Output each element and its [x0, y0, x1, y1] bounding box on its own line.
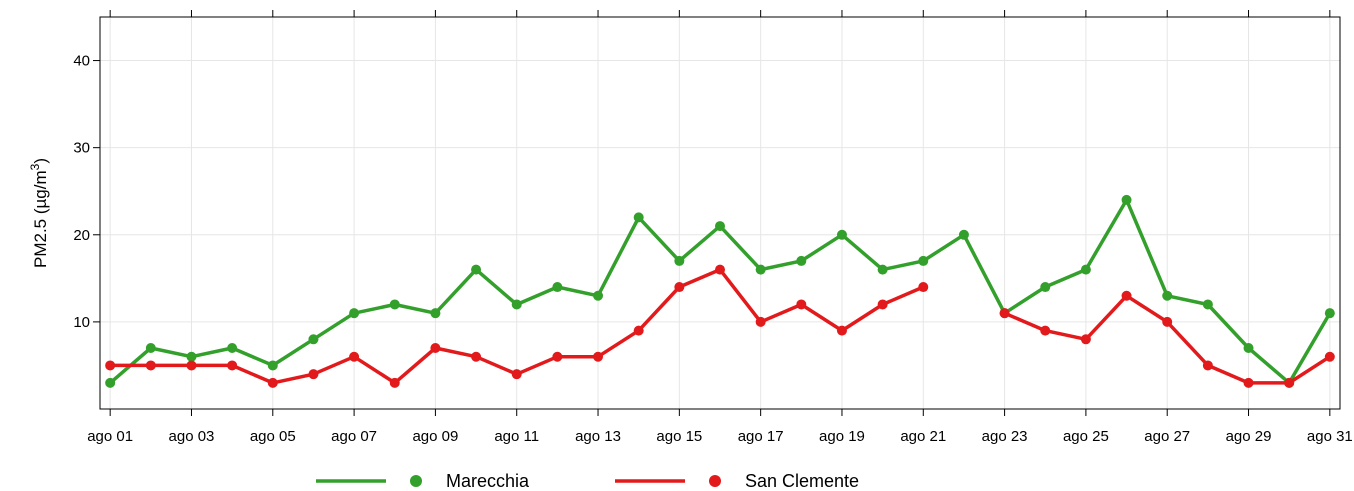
data-point-san-clemente [633, 325, 644, 336]
series-san-clemente [105, 264, 1335, 388]
data-point-san-clemente [593, 351, 604, 362]
data-point-san-clemente [1162, 316, 1173, 327]
data-point-marecchia [918, 255, 929, 266]
data-point-san-clemente [1243, 377, 1254, 388]
x-tick-label: ago 01 [87, 428, 133, 445]
data-point-san-clemente [1040, 325, 1051, 336]
x-tick-label: ago 19 [819, 428, 865, 445]
data-point-san-clemente [999, 308, 1010, 319]
legend: Marecchia San Clemente [316, 471, 859, 491]
data-point-marecchia [755, 264, 766, 275]
x-tick-label: ago 05 [250, 428, 296, 445]
data-point-san-clemente [227, 360, 238, 371]
legend-marker-marecchia [410, 475, 422, 487]
series-layer [105, 194, 1335, 388]
data-point-san-clemente [1080, 334, 1091, 345]
x-tick-label: ago 25 [1063, 428, 1109, 445]
data-point-marecchia [796, 255, 807, 266]
data-point-marecchia [1162, 290, 1173, 301]
data-point-san-clemente [674, 282, 685, 293]
data-point-san-clemente [715, 264, 725, 275]
data-point-marecchia [349, 308, 360, 319]
data-point-san-clemente [918, 282, 929, 293]
data-point-san-clemente [1202, 360, 1213, 371]
data-point-marecchia [552, 282, 563, 293]
data-point-marecchia [1202, 299, 1213, 310]
data-point-marecchia [1121, 194, 1132, 205]
legend-item-marecchia: Marecchia [316, 471, 530, 491]
data-point-san-clemente [471, 351, 482, 362]
legend-item-san-clemente: San Clemente [615, 471, 859, 491]
data-point-marecchia [633, 212, 644, 223]
y-axis: 10 20 30 40 [73, 53, 100, 331]
x-tick-label: ago 29 [1226, 428, 1272, 445]
grid-lines [100, 17, 1340, 409]
data-point-san-clemente [1284, 377, 1295, 388]
y-tick-label: 30 [73, 140, 90, 157]
data-point-marecchia [105, 377, 116, 388]
x-tick-label: ago 31 [1307, 428, 1353, 445]
data-point-marecchia [227, 343, 238, 354]
data-point-san-clemente [145, 360, 156, 371]
data-point-marecchia [389, 299, 400, 310]
x-tick-label: ago 09 [412, 428, 458, 445]
data-point-marecchia [836, 229, 847, 240]
data-point-marecchia [877, 264, 888, 275]
x-tick-label: ago 17 [738, 428, 784, 445]
data-point-marecchia [308, 334, 319, 345]
data-point-san-clemente [755, 316, 766, 327]
data-point-marecchia [430, 308, 441, 319]
x-tick-label: ago 23 [982, 428, 1028, 445]
x-axis-top-ticks [109, 10, 1331, 17]
data-point-san-clemente [430, 343, 441, 354]
data-point-san-clemente [877, 299, 888, 310]
x-tick-label: ago 11 [494, 428, 539, 445]
y-tick-label: 10 [73, 314, 90, 331]
series-line-san-clemente [108, 267, 1332, 385]
data-point-san-clemente [836, 325, 847, 336]
legend-label-san-clemente: San Clemente [745, 471, 859, 491]
data-point-san-clemente [186, 360, 197, 371]
y-tick-label: 20 [73, 227, 90, 244]
data-point-san-clemente [389, 377, 400, 388]
data-point-marecchia [511, 299, 522, 310]
data-point-san-clemente [796, 299, 807, 310]
legend-label-marecchia: Marecchia [446, 471, 530, 491]
x-tick-label: ago 21 [900, 428, 946, 445]
data-point-marecchia [1243, 343, 1254, 354]
data-point-san-clemente [105, 360, 116, 371]
legend-marker-san-clemente [709, 475, 721, 487]
data-point-san-clemente [308, 369, 319, 380]
data-point-marecchia [1040, 282, 1051, 293]
data-point-marecchia [267, 360, 278, 371]
x-tick-label: ago 03 [169, 428, 215, 445]
data-point-marecchia [674, 255, 685, 266]
y-tick-label: 40 [73, 53, 90, 70]
data-point-san-clemente [1121, 290, 1132, 301]
data-point-marecchia [715, 221, 725, 232]
data-point-marecchia [186, 351, 197, 362]
series-marecchia [105, 194, 1335, 388]
data-point-marecchia [471, 264, 482, 275]
y-axis-title: PM2.5 (µg/m3) [28, 158, 50, 268]
plot-panel-border [99, 16, 1341, 410]
data-point-marecchia [1080, 264, 1091, 275]
x-tick-label: ago 27 [1144, 428, 1190, 445]
data-point-san-clemente [349, 351, 360, 362]
data-point-san-clemente [1324, 351, 1335, 362]
data-point-san-clemente [511, 369, 522, 380]
x-axis: ago 01 ago 03 ago 05 ago 07 ago 09 ago 11 ago … [87, 409, 1353, 445]
x-tick-label: ago 07 [331, 428, 377, 445]
x-tick-label: ago 13 [575, 428, 621, 445]
data-point-san-clemente [552, 351, 563, 362]
x-tick-label: ago 15 [656, 428, 702, 445]
data-point-san-clemente [267, 377, 278, 388]
data-point-marecchia [145, 343, 156, 354]
data-point-marecchia [593, 290, 604, 301]
data-point-marecchia [958, 229, 969, 240]
data-point-marecchia [1324, 308, 1335, 319]
